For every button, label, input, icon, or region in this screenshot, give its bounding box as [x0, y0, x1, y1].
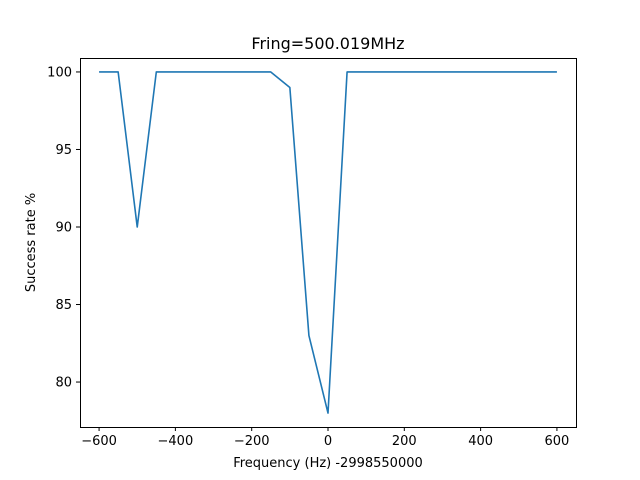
- x-tick-label: 200: [392, 434, 417, 449]
- x-tick-label: −400: [158, 434, 194, 449]
- y-axis-label: Success rate %: [24, 193, 39, 292]
- x-tick-label: −600: [81, 434, 117, 449]
- x-tick-label: 600: [545, 434, 570, 449]
- chart-title: Fring=500.019MHz: [251, 34, 404, 53]
- x-axis: −600 −400 −200 0 200 400 600: [81, 427, 569, 449]
- x-tick-label: 0: [324, 434, 332, 449]
- x-axis-label: Frequency (Hz) -2998550000: [233, 456, 423, 471]
- x-tick-label: −200: [234, 434, 270, 449]
- axes-frame: [80, 58, 577, 428]
- y-tick-label: 85: [55, 298, 72, 313]
- y-tick-label: 90: [55, 220, 72, 235]
- plot-area: [99, 71, 557, 414]
- y-axis: 80 85 90 95 100: [47, 65, 80, 391]
- y-tick-label: 80: [55, 376, 72, 391]
- y-tick-label: 100: [47, 65, 72, 80]
- x-tick-label: 400: [468, 434, 493, 449]
- series-line: [99, 71, 557, 414]
- y-tick-label: 95: [55, 143, 72, 158]
